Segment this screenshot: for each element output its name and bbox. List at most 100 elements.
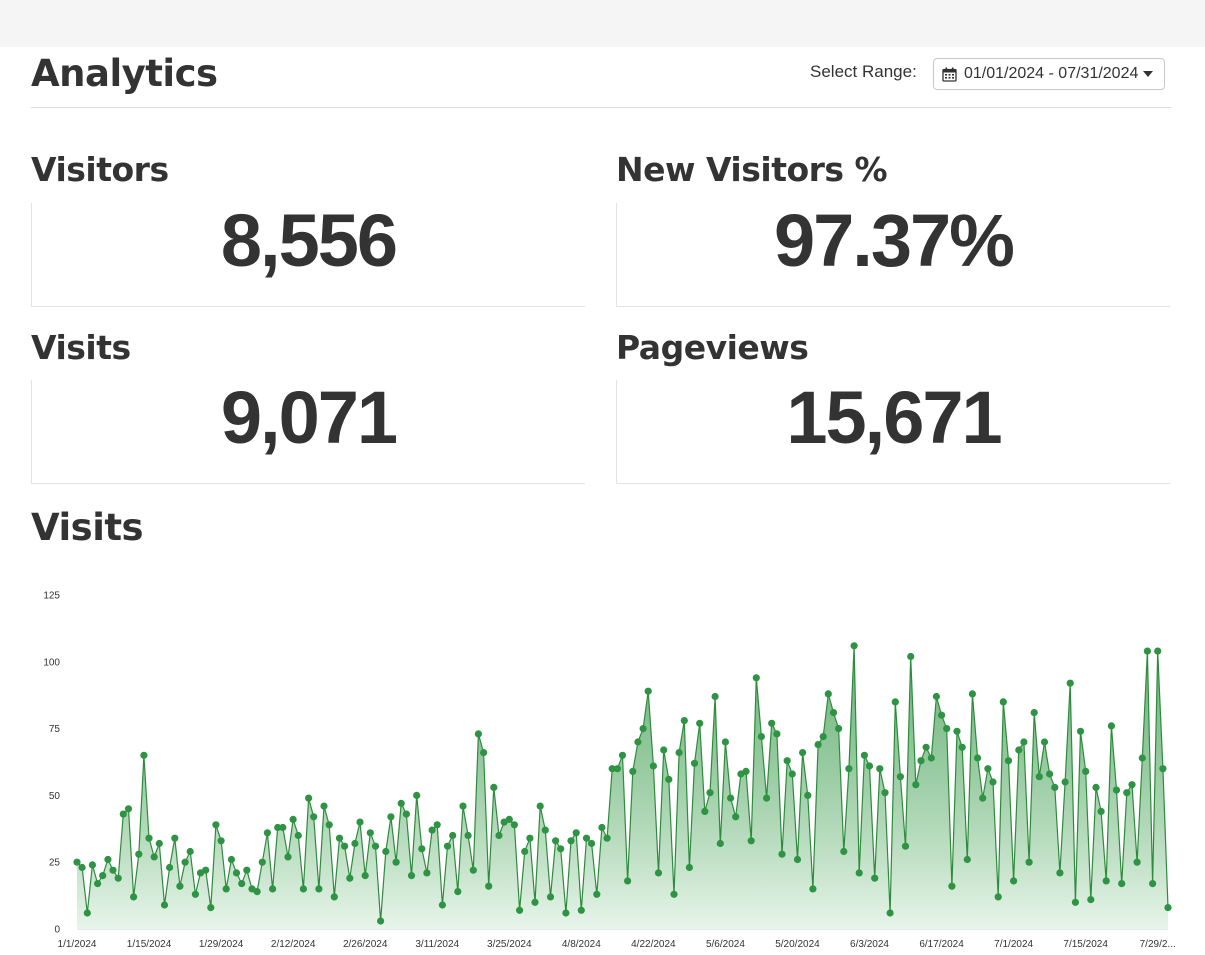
data-point <box>135 850 143 858</box>
data-point <box>567 837 575 845</box>
data-point <box>968 690 977 698</box>
data-point <box>675 749 683 757</box>
data-point <box>449 831 457 840</box>
data-point <box>690 759 699 767</box>
data-point <box>521 847 529 856</box>
data-point <box>1087 896 1095 904</box>
data-point <box>305 794 313 802</box>
data-point <box>603 834 611 842</box>
data-point <box>279 823 287 832</box>
data-point <box>526 834 534 842</box>
data-point <box>315 885 323 893</box>
data-point <box>166 863 174 872</box>
data-point <box>227 855 235 864</box>
data-point <box>665 775 673 783</box>
data-point <box>763 794 771 802</box>
x-tick-label: 3/11/2024 <box>415 939 459 950</box>
data-point <box>413 791 421 799</box>
data-point <box>778 850 786 858</box>
data-point <box>732 813 740 821</box>
data-point <box>325 821 333 829</box>
data-point <box>932 692 941 701</box>
data-point <box>1164 904 1172 912</box>
data-point <box>397 799 405 807</box>
data-point <box>989 778 997 786</box>
data-point <box>624 877 632 885</box>
data-point <box>979 794 987 802</box>
data-point <box>757 733 766 741</box>
data-point <box>1133 858 1141 866</box>
data-point <box>1015 746 1023 754</box>
data-point <box>670 890 678 898</box>
pageviews-value: 15,671 <box>786 376 1002 459</box>
data-point <box>1040 738 1049 746</box>
data-point <box>1092 783 1100 791</box>
visits-area-chart: 0 25 50 75 100 125 1/1/2024 1/15/2024 1/29/2024… <box>43 591 1176 951</box>
top-nav-bar <box>0 0 1205 47</box>
data-point <box>351 839 359 848</box>
data-point <box>310 813 318 821</box>
new-visitors-stat-box: 97.37% <box>616 203 1170 307</box>
data-point <box>840 847 848 856</box>
data-point <box>1107 722 1115 730</box>
data-point <box>377 917 385 925</box>
date-range-picker-button[interactable]: 01/01/2024 - 07/31/2024 <box>933 58 1165 90</box>
data-point <box>485 882 493 890</box>
data-point <box>109 866 117 874</box>
data-point <box>1102 877 1110 885</box>
data-point <box>829 709 838 717</box>
data-point <box>572 829 580 837</box>
data-point <box>438 901 446 909</box>
data-point <box>480 749 488 757</box>
data-point <box>346 874 354 882</box>
data-point <box>1149 880 1157 888</box>
data-point <box>1051 783 1059 791</box>
data-point <box>99 872 107 880</box>
data-point <box>160 901 169 909</box>
data-point <box>711 692 719 701</box>
data-point <box>562 909 570 917</box>
data-point <box>1082 767 1090 775</box>
visitors-value: 8,556 <box>220 199 398 282</box>
data-point <box>181 858 189 866</box>
data-point <box>88 861 96 869</box>
data-point <box>1010 877 1018 885</box>
data-point <box>917 757 925 765</box>
data-point <box>1097 807 1105 815</box>
data-point <box>356 818 364 826</box>
data-point <box>799 749 807 757</box>
data-point <box>788 770 796 778</box>
data-point <box>171 834 179 842</box>
data-point <box>495 831 503 840</box>
data-point <box>938 711 946 719</box>
data-point <box>891 698 899 706</box>
data-point <box>974 754 982 762</box>
data-point <box>1159 765 1167 773</box>
data-point <box>469 866 477 874</box>
data-point <box>104 855 112 864</box>
data-point <box>284 853 292 861</box>
data-point <box>994 893 1002 901</box>
data-point <box>366 829 374 837</box>
calendar-icon <box>942 67 957 82</box>
data-point <box>773 730 781 738</box>
data-point <box>927 754 935 762</box>
data-point <box>243 866 251 874</box>
page-title: Analytics <box>31 52 218 95</box>
data-point <box>1046 770 1054 778</box>
data-point <box>212 821 220 829</box>
data-point <box>804 791 812 799</box>
data-point <box>186 847 194 856</box>
data-point <box>119 810 127 818</box>
data-point <box>1071 898 1079 906</box>
data-point <box>1118 880 1126 888</box>
data-point <box>253 888 261 896</box>
x-tick-label: 1/15/2024 <box>127 939 172 950</box>
visitors-label: Visitors <box>31 150 169 189</box>
x-tick-label: 7/29/2... <box>1140 939 1176 950</box>
data-point <box>1035 773 1043 781</box>
data-point <box>531 898 539 906</box>
data-point <box>263 829 271 837</box>
x-tick-label: 3/25/2024 <box>487 939 532 950</box>
data-point <box>896 773 905 781</box>
